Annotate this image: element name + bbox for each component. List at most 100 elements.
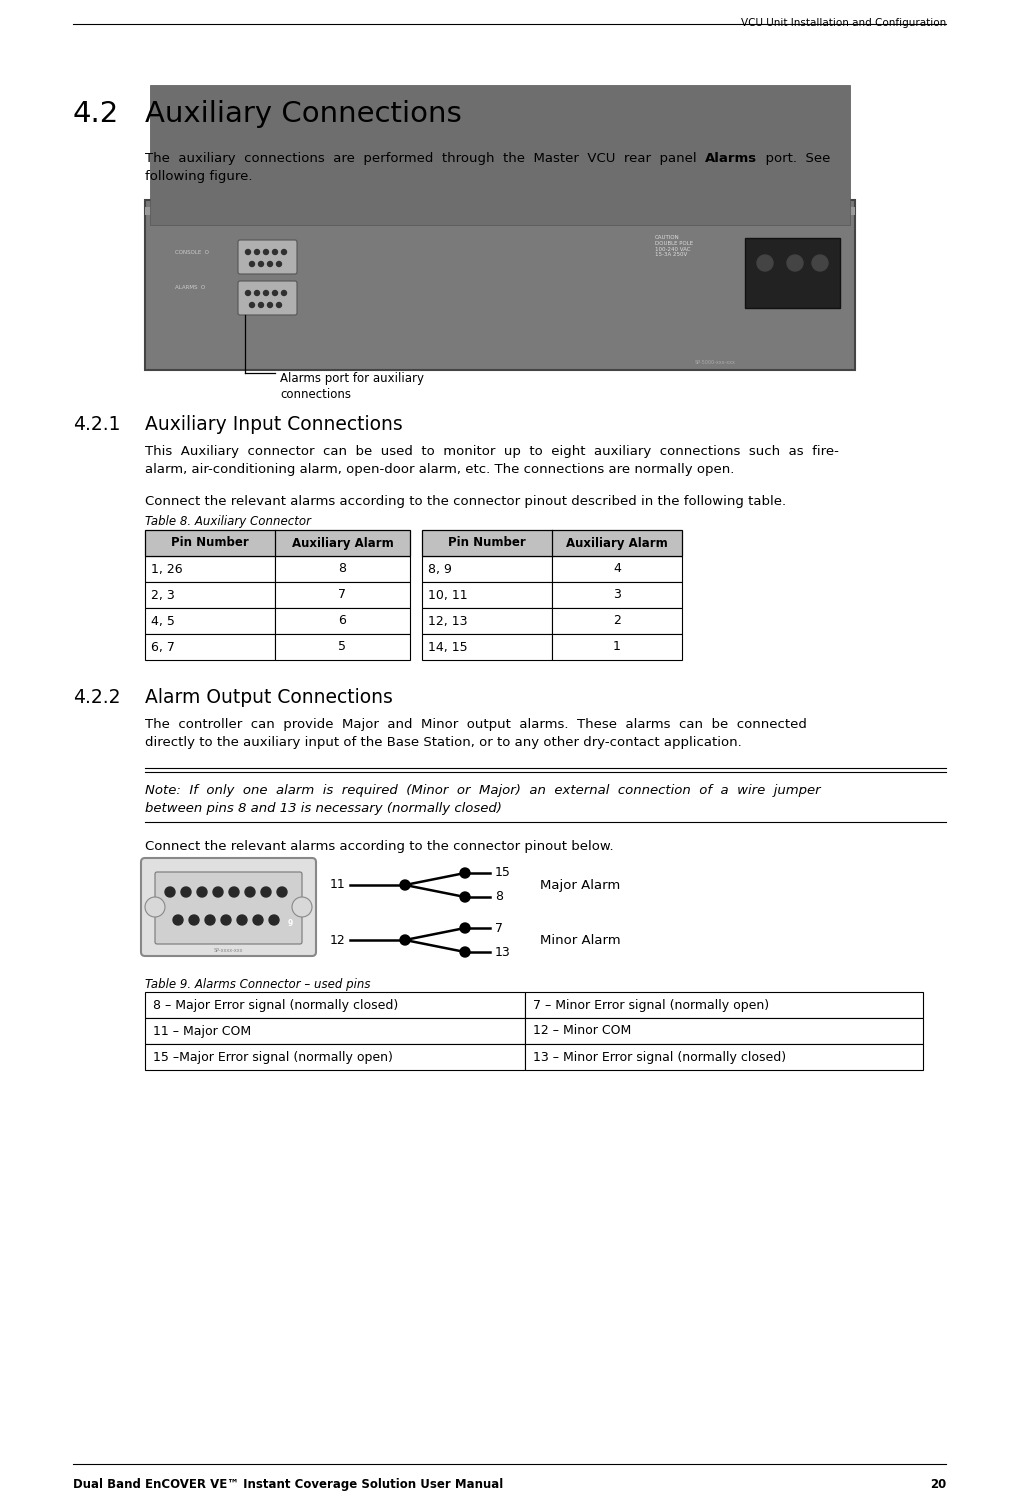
Circle shape <box>213 887 223 897</box>
Circle shape <box>255 290 260 296</box>
Text: 8: 8 <box>495 891 503 903</box>
Text: CONSOLE  O: CONSOLE O <box>175 250 209 256</box>
Bar <box>525 1018 923 1044</box>
Bar <box>552 556 682 582</box>
Bar <box>275 608 410 634</box>
Circle shape <box>264 250 268 254</box>
Text: SP-xxxx-xxx: SP-xxxx-xxx <box>214 948 244 952</box>
Circle shape <box>272 250 277 254</box>
Text: 12: 12 <box>329 933 345 946</box>
Text: Connect the relevant alarms according to the connector pinout described in the f: Connect the relevant alarms according to… <box>145 495 786 508</box>
Circle shape <box>237 915 247 925</box>
Circle shape <box>165 887 175 897</box>
Bar <box>422 634 552 659</box>
Text: port.  See: port. See <box>757 152 830 164</box>
Circle shape <box>229 887 239 897</box>
Text: 11: 11 <box>329 879 345 891</box>
Circle shape <box>812 256 828 271</box>
Text: Alarms port for auxiliary: Alarms port for auxiliary <box>280 372 424 386</box>
Circle shape <box>181 887 191 897</box>
Text: 11 – Major COM: 11 – Major COM <box>153 1024 251 1038</box>
Bar <box>745 238 840 308</box>
Text: 20: 20 <box>929 1479 946 1491</box>
Circle shape <box>197 887 207 897</box>
Text: 4.2.2: 4.2.2 <box>73 688 120 707</box>
Circle shape <box>250 302 255 308</box>
Bar <box>275 582 410 608</box>
Text: 13: 13 <box>495 945 511 958</box>
Text: 13 – Minor Error signal (normally closed): 13 – Minor Error signal (normally closed… <box>533 1051 786 1063</box>
Circle shape <box>460 922 470 933</box>
Text: Auxiliary Alarm: Auxiliary Alarm <box>567 537 667 550</box>
Text: Dual Band EnCOVER VE™ Instant Coverage Solution User Manual: Dual Band EnCOVER VE™ Instant Coverage S… <box>73 1479 503 1491</box>
Text: following figure.: following figure. <box>145 170 253 182</box>
Circle shape <box>460 893 470 901</box>
Text: 14, 15: 14, 15 <box>428 640 468 653</box>
Text: Minor Alarm: Minor Alarm <box>540 933 621 946</box>
Text: 4, 5: 4, 5 <box>151 614 175 628</box>
Text: 12 – Minor COM: 12 – Minor COM <box>533 1024 631 1038</box>
FancyBboxPatch shape <box>238 241 297 274</box>
Bar <box>552 608 682 634</box>
Bar <box>145 1044 525 1070</box>
Circle shape <box>276 262 281 266</box>
Circle shape <box>189 915 199 925</box>
Bar <box>145 531 410 556</box>
Text: directly to the auxiliary input of the Base Station, or to any other dry-contact: directly to the auxiliary input of the B… <box>145 736 742 749</box>
Bar <box>145 634 275 659</box>
Text: Pin Number: Pin Number <box>448 537 526 550</box>
Circle shape <box>145 897 165 916</box>
Text: Auxiliary Input Connections: Auxiliary Input Connections <box>145 416 403 434</box>
Circle shape <box>259 262 264 266</box>
Text: 15 –Major Error signal (normally open): 15 –Major Error signal (normally open) <box>153 1051 393 1063</box>
Text: ALARMS  O: ALARMS O <box>175 286 205 290</box>
Circle shape <box>261 887 271 897</box>
Text: Table 9. Alarms Connector – used pins: Table 9. Alarms Connector – used pins <box>145 978 371 991</box>
Bar <box>145 608 275 634</box>
Bar <box>275 556 410 582</box>
Text: Alarms: Alarms <box>705 152 757 164</box>
FancyBboxPatch shape <box>141 858 316 955</box>
Circle shape <box>281 290 286 296</box>
Text: Major Alarm: Major Alarm <box>540 879 621 891</box>
Text: 7: 7 <box>495 921 503 934</box>
Circle shape <box>460 869 470 878</box>
Text: Auxiliary Connections: Auxiliary Connections <box>145 100 462 129</box>
Text: This  Auxiliary  connector  can  be  used  to  monitor  up  to  eight  auxiliary: This Auxiliary connector can be used to … <box>145 446 839 457</box>
Circle shape <box>246 250 251 254</box>
Text: 7 – Minor Error signal (normally open): 7 – Minor Error signal (normally open) <box>533 999 769 1012</box>
Text: 1: 1 <box>613 640 621 653</box>
FancyBboxPatch shape <box>238 281 297 315</box>
Bar <box>422 531 682 556</box>
Text: 6, 7: 6, 7 <box>151 640 175 653</box>
Circle shape <box>255 250 260 254</box>
Circle shape <box>277 887 287 897</box>
Bar <box>145 200 855 369</box>
Circle shape <box>245 887 255 897</box>
Bar <box>422 556 552 582</box>
Text: 4: 4 <box>613 562 621 576</box>
Text: Note:  If  only  one  alarm  is  required  (Minor  or  Major)  an  external  con: Note: If only one alarm is required (Min… <box>145 783 820 797</box>
Text: Table 8. Auxiliary Connector: Table 8. Auxiliary Connector <box>145 514 311 528</box>
Text: 3: 3 <box>613 589 621 601</box>
Text: 8 – Major Error signal (normally closed): 8 – Major Error signal (normally closed) <box>153 999 398 1012</box>
Bar <box>422 582 552 608</box>
Text: 9: 9 <box>287 918 292 927</box>
Text: Pin Number: Pin Number <box>171 537 249 550</box>
Circle shape <box>268 302 272 308</box>
Circle shape <box>264 290 268 296</box>
Text: 12, 13: 12, 13 <box>428 614 468 628</box>
Text: 15: 15 <box>495 867 511 879</box>
Text: 5: 5 <box>338 640 346 653</box>
Bar <box>145 1018 525 1044</box>
FancyBboxPatch shape <box>155 872 302 943</box>
Text: 7: 7 <box>338 589 346 601</box>
Circle shape <box>253 915 263 925</box>
Bar <box>150 85 850 226</box>
Bar <box>145 206 855 215</box>
Text: between pins 8 and 13 is necessary (normally closed): between pins 8 and 13 is necessary (norm… <box>145 801 502 815</box>
Text: Connect the relevant alarms according to the connector pinout below.: Connect the relevant alarms according to… <box>145 840 613 854</box>
Text: 8, 9: 8, 9 <box>428 562 451 576</box>
Text: alarm, air-conditioning alarm, open-door alarm, etc. The connections are normall: alarm, air-conditioning alarm, open-door… <box>145 463 735 475</box>
Text: The  controller  can  provide  Major  and  Minor  output  alarms.  These  alarms: The controller can provide Major and Min… <box>145 718 807 731</box>
